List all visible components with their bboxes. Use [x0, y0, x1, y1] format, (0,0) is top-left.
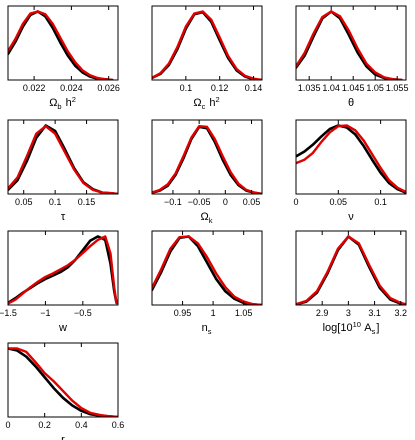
- panel-7: −1.5 −1 −0.5 w: [0, 230, 119, 334]
- x-tick-label: 1.035: [298, 83, 321, 93]
- x-tick-label: 0.12: [211, 83, 229, 93]
- series-line: [8, 347, 118, 417]
- x-axis-label: w: [58, 322, 67, 334]
- x-tick-label: 1.045: [342, 83, 365, 93]
- x-tick-label: 3.1: [368, 308, 381, 318]
- plot-frame: [151, 5, 263, 81]
- x-tick-label: 0.15: [78, 197, 96, 207]
- x-axis-label: Ωb h2: [49, 95, 77, 111]
- plot-frame: [295, 119, 407, 195]
- x-tick-label: 0.026: [97, 83, 120, 93]
- series-line: [152, 124, 262, 194]
- x-tick-label: −0.1: [164, 197, 182, 207]
- x-tick-label: 0.05: [15, 197, 33, 207]
- x-tick-label: 1: [211, 308, 216, 318]
- panel-10: 0 0.2 0.4 0.6 r: [5, 342, 125, 440]
- series-line: [8, 124, 118, 194]
- panel-2: 0.1 0.12 0.14 Ωc h2: [151, 5, 263, 111]
- plot-frame: [295, 230, 407, 306]
- x-tick-label: −1.5: [0, 308, 17, 318]
- x-tick-label: 1.05: [366, 83, 384, 93]
- series-line: [296, 10, 403, 80]
- x-tick-label: 0: [5, 420, 10, 430]
- x-tick-label: 3.2: [395, 308, 408, 318]
- panel-3: 1.035 1.04 1.045 1.05 1.055 θ: [295, 5, 409, 109]
- panel-1: 0.022 0.024 0.026 Ωb h2: [7, 5, 120, 111]
- x-axis-label: τ: [61, 211, 66, 223]
- x-tick-label: 0: [293, 197, 298, 207]
- x-tick-label: 0.14: [245, 83, 263, 93]
- x-tick-label: 0.1: [49, 197, 62, 207]
- x-tick-label: 0.1: [180, 83, 193, 93]
- x-tick-label: 1.055: [386, 83, 409, 93]
- x-tick-label: 3: [346, 308, 351, 318]
- x-tick-label: 0.95: [174, 308, 192, 318]
- x-axis-label: ns: [202, 322, 213, 336]
- x-axis-label: ν: [348, 211, 354, 223]
- x-axis-label: Ωk: [201, 211, 214, 225]
- x-tick-label: 0.05: [330, 197, 348, 207]
- series-line: [152, 235, 262, 305]
- x-axis-label: θ: [348, 97, 354, 109]
- plot-frame: [7, 230, 119, 306]
- x-tick-label: −0.5: [74, 308, 92, 318]
- x-tick-label: 0: [223, 197, 228, 207]
- panel-5: −0.1 −0.05 0 0.05 Ωk: [151, 119, 263, 225]
- x-tick-label: 0.4: [75, 420, 88, 430]
- plot-frame: [295, 5, 407, 81]
- series-line: [152, 10, 262, 80]
- plot-frame: [7, 5, 119, 81]
- x-axis-label: r: [61, 434, 65, 440]
- x-tick-label: −1: [40, 308, 50, 318]
- x-axis-label: log[1010 As ]: [323, 320, 380, 336]
- x-tick-label: −0.05: [188, 197, 211, 207]
- x-tick-label: 0.1: [374, 197, 387, 207]
- panel-4: 0.05 0.1 0.15 τ: [7, 119, 119, 223]
- series-line: [8, 10, 114, 80]
- x-tick-label: 0.022: [23, 83, 46, 93]
- series-line: [152, 10, 262, 80]
- series-line: [296, 124, 406, 194]
- series-line: [8, 347, 118, 417]
- plot-frame: [7, 342, 119, 418]
- plot-frame: [7, 119, 119, 195]
- x-tick-label: 0.024: [60, 83, 83, 93]
- series-line: [8, 235, 118, 305]
- x-tick-label: 0.6: [112, 420, 125, 430]
- series-line: [296, 124, 406, 194]
- x-tick-label: 2.9: [316, 308, 329, 318]
- panel-9: 2.9 3 3.1 3.2 log[1010 As ]: [295, 230, 408, 336]
- panel-8: 0.95 1 1.05 ns: [151, 230, 263, 336]
- plot-frame: [151, 119, 263, 195]
- series-line: [296, 10, 403, 80]
- series-line: [152, 235, 262, 305]
- x-tick-label: 1.04: [322, 83, 340, 93]
- x-axis-label: Ωc h2: [193, 95, 220, 111]
- series-line: [296, 235, 406, 305]
- plot-frame: [151, 230, 263, 306]
- x-tick-label: 1.05: [235, 308, 253, 318]
- x-tick-label: 0.05: [243, 197, 261, 207]
- x-tick-label: 0.2: [38, 420, 51, 430]
- panel-6: 0 0.05 0.1 ν: [293, 119, 407, 223]
